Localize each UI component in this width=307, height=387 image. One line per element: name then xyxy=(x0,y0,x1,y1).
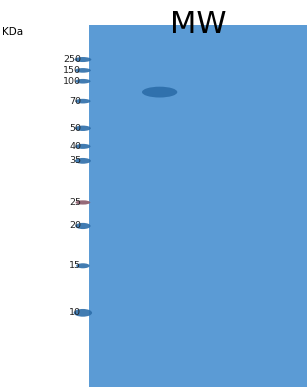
Ellipse shape xyxy=(75,79,91,84)
Text: 50: 50 xyxy=(69,124,81,133)
Text: KDa: KDa xyxy=(2,27,23,37)
Ellipse shape xyxy=(75,125,91,131)
Text: 10: 10 xyxy=(69,308,81,317)
Text: 250: 250 xyxy=(63,55,81,64)
Ellipse shape xyxy=(75,57,91,62)
Ellipse shape xyxy=(75,144,91,149)
Text: 25: 25 xyxy=(69,198,81,207)
Text: 15: 15 xyxy=(69,261,81,270)
Text: 100: 100 xyxy=(63,77,81,86)
Ellipse shape xyxy=(75,99,91,103)
Text: 40: 40 xyxy=(69,142,81,151)
Ellipse shape xyxy=(76,200,90,205)
Text: 150: 150 xyxy=(63,66,81,75)
Ellipse shape xyxy=(75,223,91,229)
Ellipse shape xyxy=(142,87,177,98)
Text: 70: 70 xyxy=(69,97,81,106)
Bar xyxy=(89,25,307,387)
Ellipse shape xyxy=(76,263,90,268)
Ellipse shape xyxy=(75,158,91,164)
Text: MW: MW xyxy=(170,10,226,39)
Text: 20: 20 xyxy=(69,221,81,231)
Ellipse shape xyxy=(74,309,92,317)
Ellipse shape xyxy=(75,68,91,73)
Text: 35: 35 xyxy=(69,156,81,165)
